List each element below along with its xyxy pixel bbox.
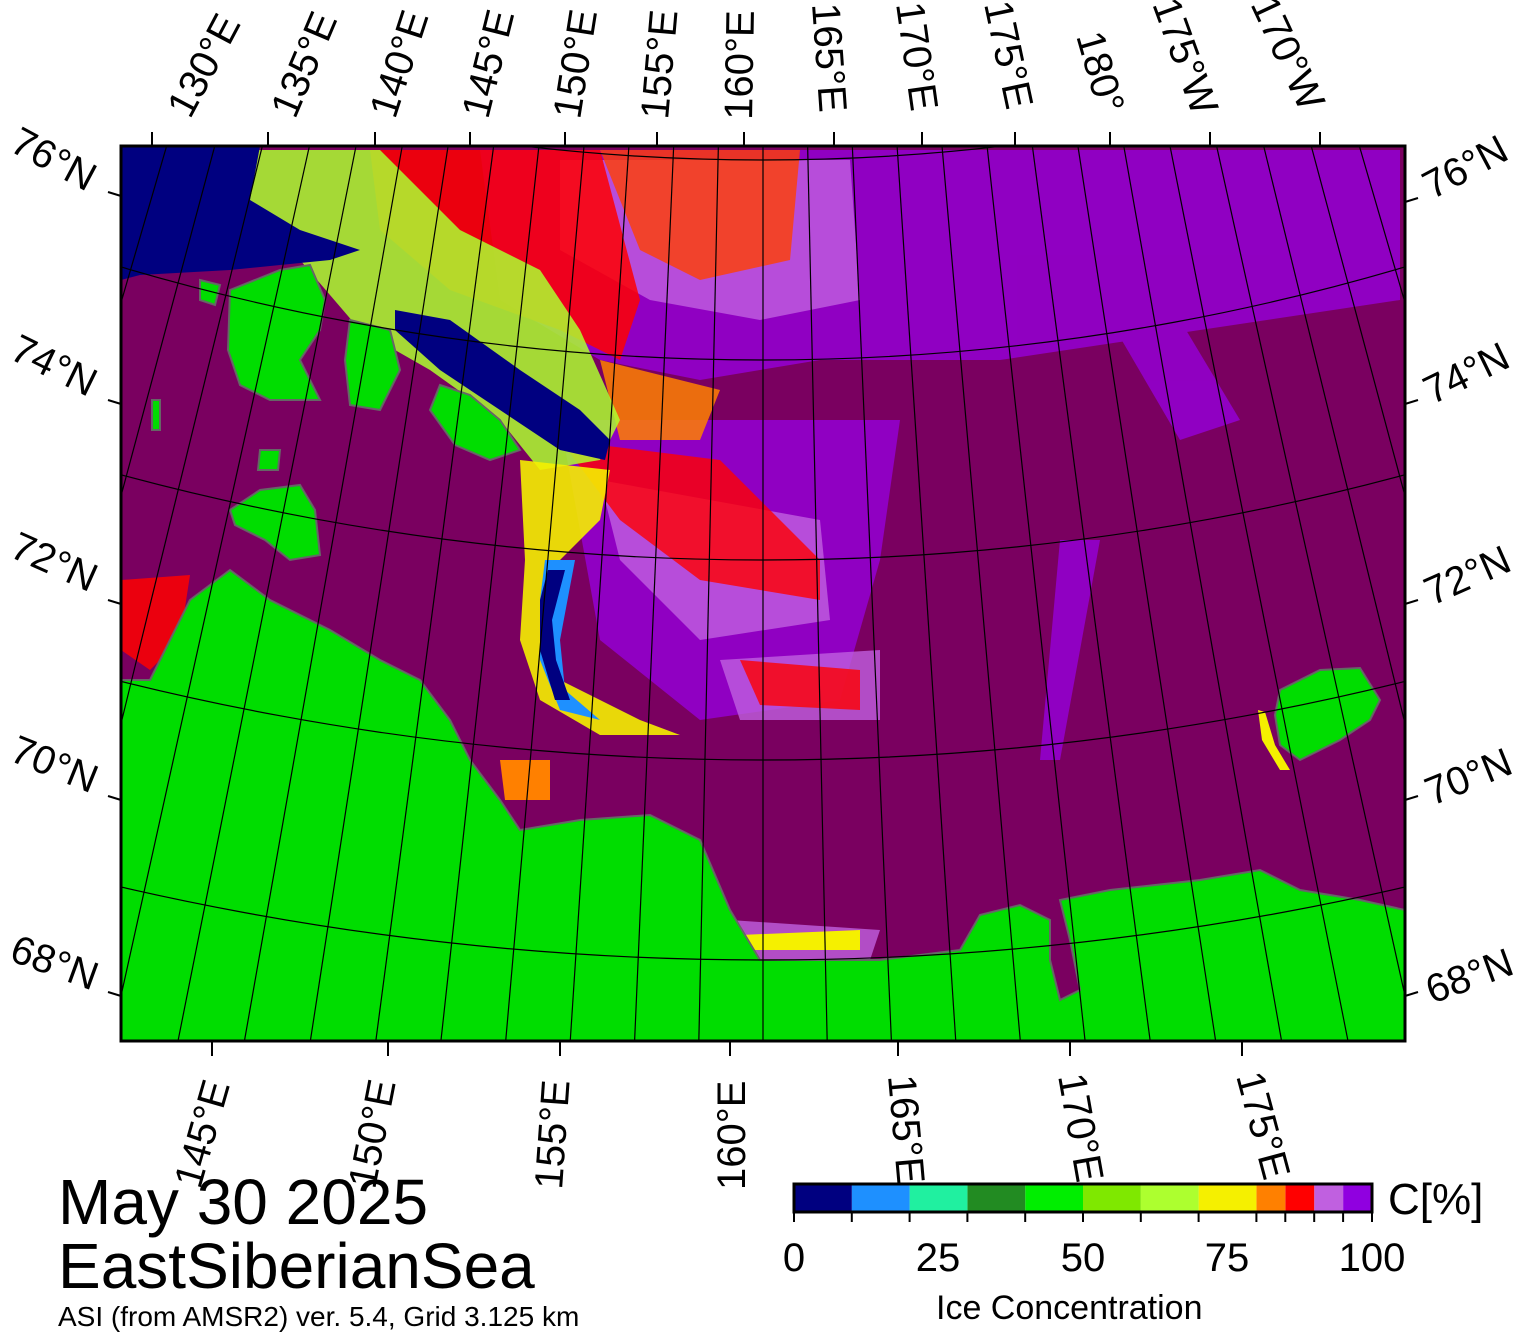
colorbar-segment (1314, 1184, 1344, 1212)
top-lon-label: 135°E (263, 6, 346, 124)
top-lon-label: 145°E (454, 5, 523, 122)
meridian-line (1031, 146, 1151, 1041)
meridian-line (569, 146, 630, 1041)
meridian-line (309, 146, 449, 1041)
colorbar-segment (1140, 1184, 1199, 1212)
bottom-lon-label: 160°E (710, 1081, 754, 1190)
tick-mark (107, 399, 122, 405)
right-lat-label: 74°N (1417, 334, 1517, 413)
meridian-line (1215, 146, 1405, 999)
left-lat-label: 70°N (5, 728, 104, 802)
colorbar-segment (909, 1184, 968, 1212)
meridian-line (698, 146, 719, 1041)
colorbar-tick-label: 75 (1204, 1236, 1250, 1280)
tick-mark (107, 991, 122, 997)
meridian-line (1169, 146, 1349, 1041)
meridian-line (1263, 146, 1405, 727)
colorbar (792, 1182, 1374, 1222)
colorbar-unit: C[%] (1388, 1175, 1484, 1224)
right-lat-label: 70°N (1419, 740, 1518, 814)
top-lon-label: 170°W (1242, 0, 1333, 117)
top-lon-label: 140°E (362, 5, 438, 123)
data-source: ASI (from AMSR2) ver. 5.4, Grid 3.125 km (58, 1301, 580, 1332)
tick-mark (1404, 991, 1419, 997)
left-lat-label: 74°N (4, 327, 104, 406)
meridian-line (1077, 146, 1217, 1041)
meridian-line (941, 146, 1021, 1041)
left-lat-label: 68°N (5, 927, 104, 999)
colorbar-tick-label: 25 (915, 1236, 961, 1280)
left-latitude-labels: 76°N 74°N 72°N 70°N 68°N (4, 119, 104, 999)
map-region: EastSiberianSea (58, 1230, 535, 1302)
wrangel-ice-edge (1258, 710, 1290, 770)
meridian-line (807, 146, 828, 1041)
meridian-line (633, 146, 675, 1041)
tick-mark (1404, 197, 1419, 203)
top-lon-label: 155°E (633, 8, 686, 121)
open-water-laptev (121, 146, 360, 280)
meridian-line (121, 146, 311, 999)
colorbar-tick-label: 100 (1338, 1236, 1406, 1280)
open-water-channel (540, 570, 570, 700)
meridian-line (440, 146, 540, 1041)
tick-mark (107, 795, 122, 801)
top-longitude-labels: 130°E 135°E 140°E 145°E 150°E 155°E 160°… (159, 0, 1333, 124)
colorbar-segment (794, 1184, 852, 1212)
tick-mark (107, 599, 122, 605)
tick-mark (1404, 399, 1419, 405)
meridian-line (505, 146, 585, 1041)
top-lon-label: 175°W (1144, 0, 1227, 121)
right-lat-label: 72°N (1418, 538, 1518, 615)
top-lon-label: 175°E (975, 0, 1041, 113)
colorbar-segment (1025, 1184, 1083, 1212)
right-lat-label: 76°N (1416, 127, 1516, 208)
bottom-lon-label: 170°E (1049, 1070, 1111, 1185)
marginal-ice-zones (121, 150, 860, 950)
open-water-polynya (395, 310, 610, 460)
bottom-lon-label: 155°E (527, 1078, 579, 1190)
meridian-line (1123, 146, 1283, 1041)
colorbar-tick-label: 50 (1060, 1236, 1106, 1280)
meridian-line (896, 146, 957, 1041)
top-lon-label: 150°E (545, 6, 606, 121)
meridian-line (121, 146, 263, 727)
bottom-lon-label: 165°E (879, 1073, 932, 1186)
left-lat-label: 72°N (4, 524, 104, 601)
colorbar-segment (967, 1184, 1026, 1212)
tick-marks (107, 132, 1419, 1056)
top-lon-label: 180° (1067, 26, 1132, 118)
meridian-line (375, 146, 495, 1041)
graticule (121, 146, 1405, 1041)
colorbar-segment (1285, 1184, 1315, 1212)
tick-mark (107, 191, 122, 197)
left-lat-label: 76°N (4, 119, 104, 200)
top-lon-label: 165°E (803, 2, 855, 114)
top-lon-label: 160°E (717, 10, 763, 120)
colorbar-title: Ice Concentration (936, 1289, 1203, 1327)
meridian-line (986, 146, 1086, 1041)
meridian-line (851, 146, 893, 1041)
new-siberian-islands (151, 263, 522, 562)
meridian-line (177, 146, 357, 1041)
right-latitude-labels: 76°N 74°N 72°N 70°N 68°N (1416, 127, 1519, 1012)
top-lon-label: 170°E (887, 0, 946, 114)
wrangel-island (1273, 666, 1382, 762)
bottom-lon-label: 175°E (1227, 1067, 1298, 1184)
tick-mark (1404, 795, 1419, 801)
colorbar-tick-label: 0 (782, 1236, 806, 1280)
colorbar-segment (851, 1184, 910, 1212)
colorbar-segment (1083, 1184, 1141, 1212)
tick-mark (1404, 599, 1419, 605)
map-frame (119, 144, 1407, 1043)
siberian-mainland (121, 568, 1405, 1041)
colorbar-segment (1343, 1184, 1372, 1212)
map-date: May 30 2025 (58, 1166, 429, 1238)
top-lon-label: 130°E (159, 7, 249, 124)
right-lat-label: 68°N (1420, 941, 1519, 1013)
meridian-line (243, 146, 403, 1041)
colorbar-segment (1198, 1184, 1257, 1212)
colorbar-segment (1256, 1184, 1286, 1212)
